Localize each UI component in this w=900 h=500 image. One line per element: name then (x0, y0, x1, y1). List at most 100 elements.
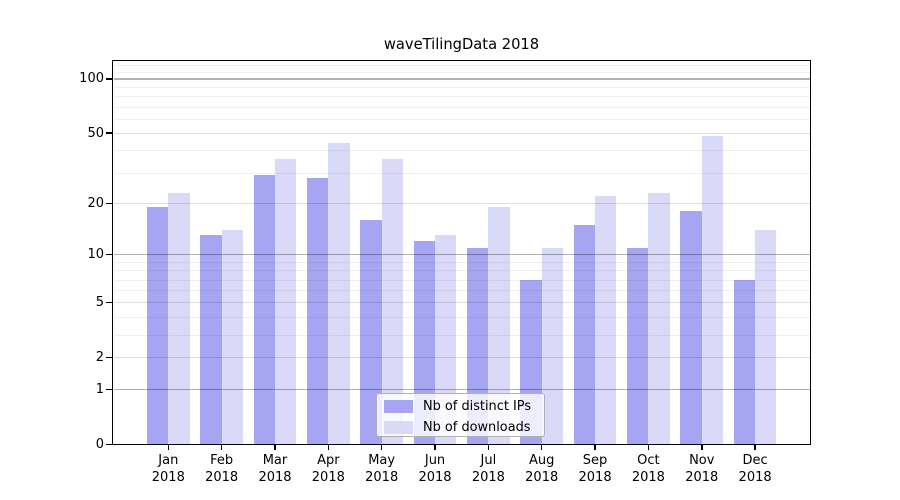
x-tick-mark-apr (327, 445, 330, 450)
bar-downloads (435, 235, 457, 444)
x-tick-label-month-jun: Jun (424, 453, 446, 468)
bar-distinct-ips (307, 177, 329, 444)
x-tick-mark-aug (540, 445, 543, 450)
x-tick-mark-oct (647, 445, 650, 450)
x-tick-label-month-feb: Feb (210, 453, 234, 468)
minor-gridline-90 (113, 87, 810, 89)
minor-gridline-6 (113, 290, 810, 292)
y-tick-mark-0 (105, 443, 112, 446)
minor-gridline-110 (113, 71, 810, 73)
x-tick-mark-jul (487, 445, 490, 450)
bar-distinct-ips (680, 211, 702, 444)
x-tick-label-year-jun: 2018 (418, 470, 452, 485)
y-tick-mark-20 (105, 202, 112, 205)
y-tick-label-2: 2 (95, 349, 104, 365)
x-tick-label-year-aug: 2018 (525, 470, 559, 485)
gridline-50 (113, 132, 810, 134)
minor-gridline-7 (113, 279, 810, 281)
x-tick-label-month-may: May (368, 453, 396, 468)
x-tick-label-year-mar: 2018 (258, 470, 292, 485)
bar-downloads (168, 192, 190, 444)
bar-downloads (328, 143, 350, 444)
bar-distinct-ips (200, 235, 222, 444)
bar-downloads (488, 207, 510, 444)
bar-distinct-ips (253, 175, 275, 444)
y-tick-mark-5 (105, 301, 112, 304)
legend: Nb of distinct IPs Nb of downloads (376, 393, 545, 437)
bar-distinct-ips (573, 224, 596, 444)
bar-downloads (595, 196, 617, 444)
minor-gridline-40 (113, 150, 810, 152)
minor-gridline-60 (113, 118, 810, 120)
y-tick-label-5: 5 (95, 295, 104, 311)
bar-distinct-ips (627, 247, 649, 444)
x-tick-mark-nov (701, 445, 703, 450)
minor-gridline-80 (113, 96, 810, 98)
x-tick-mark-dec (754, 445, 756, 450)
y-tick-label-10: 10 (87, 247, 104, 263)
x-tick-label-year-oct: 2018 (631, 470, 665, 485)
x-tick-label-month-mar: Mar (262, 453, 288, 468)
gridline-20 (113, 202, 810, 204)
bar-downloads (541, 247, 563, 444)
minor-gridline-30 (113, 172, 810, 174)
gridline-5 (113, 302, 810, 304)
minor-gridline-9 (113, 262, 810, 264)
bar-downloads (755, 230, 777, 444)
x-tick-label-month-apr: Apr (317, 453, 340, 468)
x-tick-label-year-dec: 2018 (738, 470, 772, 485)
x-tick-mark-sep (594, 445, 596, 450)
y-tick-mark-1 (105, 388, 112, 391)
legend-swatch-downloads (384, 421, 413, 434)
minor-gridline-8 (113, 270, 810, 272)
y-tick-mark-50 (105, 132, 112, 134)
bar-downloads (701, 136, 724, 444)
legend-item-downloads: Nb of downloads (384, 420, 531, 435)
gridline-2 (113, 356, 810, 358)
legend-item-distinct-ips: Nb of distinct IPs (384, 399, 531, 414)
bar-downloads (274, 158, 297, 444)
y-tick-label-100: 100 (79, 71, 104, 87)
minor-gridline-4 (113, 317, 810, 319)
x-tick-mark-may (380, 445, 383, 450)
gridline-100 (113, 78, 810, 80)
x-tick-label-year-nov: 2018 (685, 470, 719, 485)
x-tick-label-month-aug: Aug (529, 453, 555, 468)
y-tick-label-50: 50 (87, 125, 104, 141)
x-tick-mark-feb (220, 445, 223, 450)
y-tick-mark-2 (105, 356, 112, 359)
gridline-10 (113, 254, 810, 256)
x-tick-mark-jun (434, 445, 436, 450)
y-tick-label-1: 1 (95, 382, 104, 398)
bar-distinct-ips (733, 279, 756, 444)
chart-title: waveTilingData 2018 (383, 36, 540, 53)
legend-swatch-distinct-ips (384, 400, 413, 413)
legend-label-distinct-ips: Nb of distinct IPs (423, 399, 532, 414)
bar-distinct-ips (360, 220, 382, 444)
x-tick-label-month-dec: Dec (742, 453, 768, 468)
x-tick-label-year-feb: 2018 (205, 470, 239, 485)
bar-downloads (221, 230, 243, 444)
x-tick-label-year-sep: 2018 (578, 470, 612, 485)
y-tick-mark-10 (105, 253, 112, 256)
gridline-1 (113, 389, 810, 391)
legend-label-downloads: Nb of downloads (423, 420, 531, 435)
x-tick-label-month-nov: Nov (689, 453, 715, 468)
minor-gridline-70 (113, 106, 810, 108)
x-tick-mark-jan (167, 445, 170, 450)
x-tick-label-month-jul: Jul (480, 453, 497, 468)
x-tick-label-month-sep: Sep (582, 453, 608, 468)
bar-downloads (381, 158, 403, 444)
x-tick-label-year-apr: 2018 (311, 470, 345, 485)
x-tick-mark-mar (274, 445, 276, 450)
x-tick-label-year-may: 2018 (365, 470, 399, 485)
y-tick-label-0: 0 (95, 437, 104, 452)
minor-gridline-120 (113, 64, 810, 66)
x-tick-label-year-jan: 2018 (151, 470, 185, 485)
x-tick-label-month-oct: Oct (637, 453, 660, 468)
y-tick-mark-100 (105, 78, 112, 80)
bar-downloads (648, 192, 670, 444)
minor-gridline-3 (113, 334, 810, 336)
x-tick-label-month-jan: Jan (158, 453, 179, 468)
